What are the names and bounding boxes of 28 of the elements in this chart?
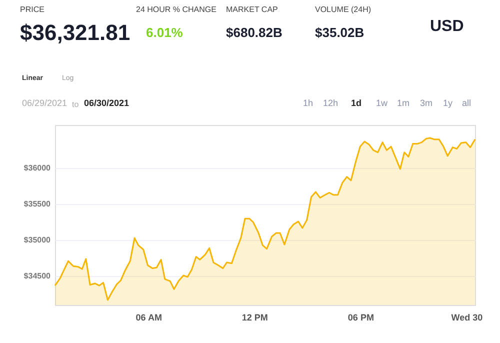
- x-tick-label: Wed 30: [451, 312, 483, 322]
- text: 3m: [420, 98, 433, 108]
- text: PRICE: [20, 5, 44, 14]
- y-tick-label: $36000: [24, 164, 52, 173]
- text: MARKET CAP: [226, 5, 278, 14]
- text: VOLUME (24H): [315, 5, 372, 14]
- text: 24 HOUR % CHANGE: [136, 5, 216, 14]
- x-tick-label: 06 PM: [348, 312, 374, 322]
- text: 1h: [303, 98, 314, 108]
- text: USD: [430, 18, 464, 35]
- text: $680.82B: [226, 25, 282, 40]
- x-tick-label: 12 PM: [242, 312, 268, 322]
- y-tick-label: $35500: [24, 200, 52, 209]
- text: 1m: [397, 98, 410, 108]
- x-tick-label: 06 AM: [136, 312, 162, 322]
- text: 6.01%: [146, 25, 184, 40]
- text: to: [72, 100, 80, 109]
- text: 06/30/2021: [84, 98, 130, 108]
- y-tick-label: $34500: [24, 272, 52, 281]
- y-tick-label: $35000: [24, 236, 52, 245]
- text: 06/29/2021: [22, 98, 68, 108]
- text: $36,321.81: [20, 20, 130, 45]
- text: all: [462, 98, 472, 108]
- text: 12h: [323, 98, 338, 108]
- text: $35.02B: [315, 25, 364, 40]
- text: 1w: [376, 98, 388, 108]
- text: 1d: [351, 98, 362, 108]
- text: 1y: [443, 98, 454, 108]
